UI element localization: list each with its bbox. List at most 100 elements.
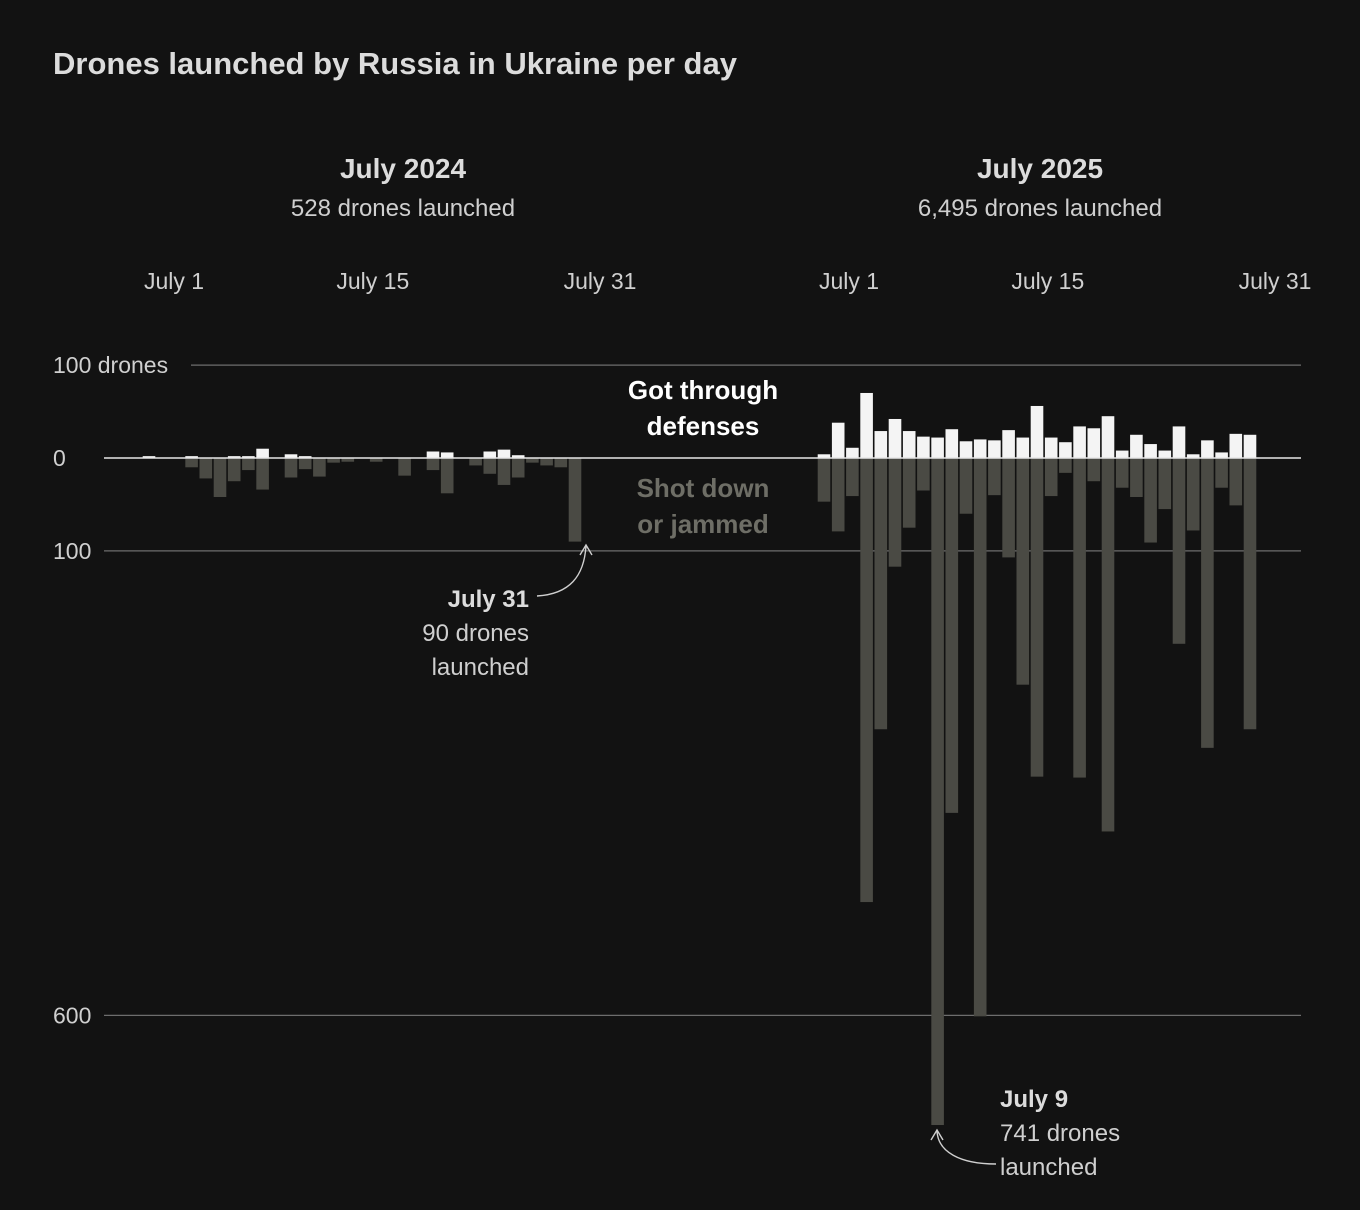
x-tick-label: July 31	[564, 268, 637, 294]
bar-shot-down	[988, 458, 1001, 496]
panel-2025-title: July 2025	[977, 153, 1103, 184]
bar-shot-down	[1016, 458, 1030, 685]
annotation-july-9-2025: July 9 741 drones launched	[930, 1086, 1120, 1181]
bar-got-through	[917, 436, 930, 458]
bar-shot-down	[1172, 458, 1186, 644]
legend-through-line2: defenses	[647, 411, 760, 441]
bar-shot-down	[497, 458, 511, 485]
bar-shot-down	[540, 458, 553, 466]
x-tick-label: July 31	[1239, 268, 1312, 294]
bar-got-through	[888, 418, 902, 458]
bar-shot-down	[1002, 458, 1015, 558]
x-axis-labels: July 1 July 15 July 31 July 1 July 15 July 31	[144, 268, 1311, 294]
bar-got-through	[1158, 450, 1172, 458]
bar-shot-down	[1101, 458, 1115, 832]
bar-got-through	[902, 431, 916, 458]
annotation-line: launched	[432, 654, 529, 681]
bar-got-through	[1243, 434, 1257, 458]
bar-got-through	[185, 456, 198, 458]
bar-got-through	[1016, 437, 1030, 458]
bar-shot-down	[1215, 458, 1228, 488]
bar-got-through	[1073, 426, 1086, 458]
bar-got-through	[284, 454, 298, 458]
annotation-arrowhead	[930, 1128, 944, 1141]
bars	[142, 392, 1257, 1126]
bar-got-through	[1002, 430, 1015, 458]
bar-shot-down	[1115, 458, 1129, 488]
bar-shot-down	[1201, 458, 1214, 748]
bar-shot-down	[959, 458, 973, 514]
bar-shot-down	[199, 458, 213, 479]
bar-shot-down	[831, 458, 845, 532]
bar-got-through	[874, 431, 888, 458]
annotation-line: 741 drones	[1000, 1120, 1120, 1147]
bar-shot-down	[973, 458, 987, 1017]
bar-shot-down	[554, 458, 568, 468]
bar-shot-down	[931, 458, 944, 1126]
bar-shot-down	[817, 458, 831, 502]
bar-got-through	[1087, 428, 1101, 458]
bar-shot-down	[483, 458, 497, 474]
bar-got-through	[846, 447, 859, 458]
bar-shot-down	[860, 458, 873, 903]
x-tick-label: July 1	[144, 268, 204, 294]
bar-got-through	[1101, 416, 1115, 458]
bar-shot-down	[213, 458, 227, 498]
bar-got-through	[1030, 405, 1044, 458]
panel-2024-subtitle: 528 drones launched	[291, 195, 515, 222]
x-tick-label: July 15	[1011, 268, 1084, 294]
legend: Got through defenses Shot down or jammed	[628, 375, 778, 539]
y-tick-label: 100	[53, 538, 91, 564]
bar-got-through	[1115, 450, 1129, 458]
bar-got-through	[1186, 454, 1200, 458]
bar-shot-down	[341, 458, 355, 462]
bar-shot-down	[227, 458, 241, 482]
bar-got-through	[511, 455, 525, 458]
bar-shot-down	[1144, 458, 1157, 543]
bar-got-through	[1201, 440, 1214, 458]
bar-got-through	[817, 454, 831, 458]
gridlines	[104, 364, 1301, 1017]
y-tick-label: 100 drones	[53, 352, 168, 378]
annotation-july-31-2024: July 31 90 drones launched	[422, 543, 593, 681]
y-axis-labels: 100 drones 0 100 600	[53, 352, 168, 1028]
bar-shot-down	[568, 458, 582, 542]
bar-got-through	[483, 451, 497, 458]
bar-got-through	[931, 437, 944, 458]
bar-got-through	[142, 456, 156, 458]
bar-shot-down	[298, 458, 312, 470]
bar-shot-down	[1044, 458, 1058, 497]
legend-through-line1: Got through	[628, 375, 778, 405]
bar-shot-down	[327, 458, 340, 463]
bar-got-through	[1130, 434, 1143, 458]
bar-got-through	[831, 422, 845, 458]
annotation-arrowhead	[579, 543, 593, 556]
bar-shot-down	[888, 458, 902, 567]
bar-shot-down	[1087, 458, 1101, 482]
annotation-arrow	[936, 1130, 997, 1165]
bar-shot-down	[398, 458, 411, 476]
bar-got-through	[973, 439, 987, 458]
bar-got-through	[1215, 452, 1228, 458]
bar-shot-down	[440, 458, 454, 494]
bar-shot-down	[242, 458, 255, 471]
bar-got-through	[1044, 437, 1058, 458]
bar-shot-down	[369, 458, 383, 462]
bar-shot-down	[1229, 458, 1243, 506]
y-tick-label: 0	[53, 445, 66, 471]
bar-got-through	[440, 452, 454, 458]
annotation-title: July 31	[448, 586, 529, 613]
bar-got-through	[1059, 442, 1072, 458]
bar-got-through	[426, 451, 440, 458]
bar-shot-down	[313, 458, 326, 477]
bar-got-through	[1229, 433, 1243, 458]
x-tick-label: July 15	[336, 268, 409, 294]
bar-got-through	[256, 448, 269, 458]
bar-shot-down	[1130, 458, 1143, 498]
bar-shot-down	[945, 458, 959, 813]
bar-shot-down	[917, 458, 930, 491]
panel-2024-title: July 2024	[340, 153, 467, 184]
bar-shot-down	[426, 458, 440, 471]
bar-got-through	[945, 429, 959, 458]
